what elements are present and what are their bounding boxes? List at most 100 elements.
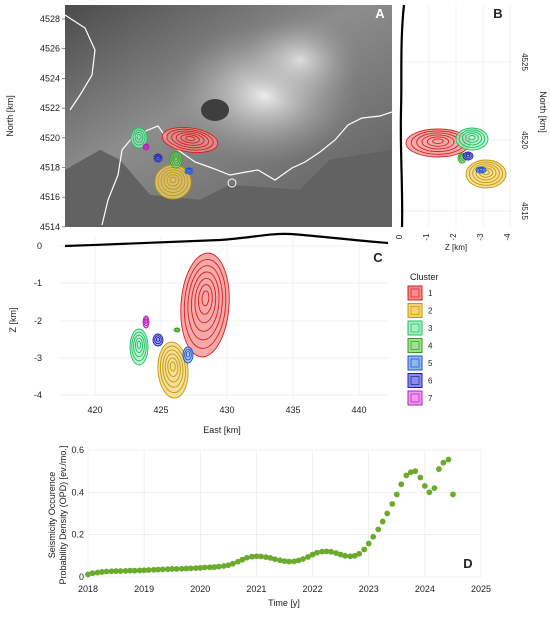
cluster-contours-side (405, 127, 507, 189)
panel-c-letter: C (373, 250, 383, 265)
legend-swatch-1 (407, 285, 423, 301)
opd-point (351, 552, 358, 559)
cluster-2-side-ring-4 (475, 165, 497, 181)
cluster-2-section-ring-3 (162, 349, 184, 388)
panel-b-topography (399, 4, 406, 228)
opd-point (183, 565, 190, 572)
opd-point (159, 566, 166, 573)
panel-b-background (398, 5, 512, 227)
volcano-summit-secondary (240, 15, 360, 105)
opd-points (85, 456, 456, 578)
opd-point (108, 568, 115, 575)
panel-a-ylabel: North [km] (5, 95, 15, 137)
opd-point (117, 568, 124, 574)
panel-c-ytick-label: -3 (34, 353, 42, 363)
cluster-2-map-ring-3 (160, 169, 186, 193)
cluster-7-section-ring-3 (144, 318, 148, 324)
legend-label-5: 5 (428, 359, 433, 368)
cluster-6-section-ring-2 (154, 335, 162, 345)
panel-a-ytick-label: 4514 (40, 222, 60, 232)
legend-items: 1 2 3 4 5 6 7 (407, 285, 433, 406)
legend-swatch-inner-5 (410, 358, 420, 368)
cluster-2-section-ring-5 (167, 357, 179, 377)
opd-point (113, 568, 119, 574)
opd-point (85, 571, 91, 578)
cluster-4-section-ring-2 (175, 328, 179, 332)
panel-d-xlabel: Time [y] (268, 598, 300, 608)
panel-c: C 420 425 430 435 440 0 -1 -2 -3 -4 East [km] Z [… (8, 232, 389, 435)
panel-d-ylabel-line2: Probability Density (OPD) [ev./mo.] (58, 446, 68, 585)
opd-point (323, 548, 330, 555)
panel-c-xtick-label: 440 (351, 405, 366, 415)
panel-b-xtick-label: -2 (449, 233, 458, 241)
cluster-6-side-ring-3 (465, 153, 471, 158)
opd-point (379, 518, 386, 525)
cluster-1-map-ring-2 (166, 128, 214, 151)
panel-b-ytick-label: 4525 (520, 53, 529, 71)
opd-point (435, 466, 442, 472)
legend-swatch-4 (407, 338, 423, 353)
cluster-1-section-ring-2 (183, 258, 227, 349)
panel-b-xtick-label: 0 (395, 234, 404, 239)
panel-a: A 4528 4526 4524 4522 4520 4518 4516 4514 North… (5, 5, 392, 232)
opd-point (421, 483, 428, 489)
legend-label-3: 3 (428, 324, 433, 333)
cluster-3-section-ring-5 (136, 340, 142, 349)
opd-point (431, 485, 438, 491)
cluster-contours-map (130, 127, 219, 200)
panel-b-ylabel: North [km] (538, 91, 548, 133)
panel-c-ticks: 420 425 430 435 440 0 -1 -2 -3 -4 (34, 241, 367, 415)
legend-swatch-inner-1 (410, 288, 420, 298)
opd-point (407, 469, 414, 476)
panel-b-xtick-label: -4 (503, 233, 512, 241)
cluster-1-section-ring-4 (190, 271, 220, 332)
panel-b-letter: B (493, 6, 502, 21)
opd-point (249, 553, 255, 560)
opd-point (211, 564, 218, 570)
panel-b-ytick-label: 4520 (520, 131, 529, 149)
opd-point (370, 533, 377, 540)
opd-point (215, 563, 222, 570)
panel-d-ytick-label: 0.2 (71, 530, 84, 540)
opd-point (127, 567, 134, 574)
cluster-1-map-ring-3 (171, 130, 210, 149)
opd-point (94, 569, 101, 576)
cluster-legend: Cluster 1 2 3 4 5 6 7 (407, 272, 439, 406)
cluster-1-map-ring-4 (175, 132, 205, 146)
opd-point (192, 565, 199, 572)
opd-point (258, 553, 264, 560)
panel-a-ytick-label: 4520 (40, 133, 60, 143)
opd-point (403, 472, 410, 479)
panel-a-ytick-label: 4516 (40, 192, 60, 202)
panel-a-ytick-label: 4522 (40, 103, 60, 113)
cluster-3-map-ring-2 (132, 129, 146, 146)
panel-d-ytick-label: 0.4 (71, 487, 84, 497)
cluster-2-map-ring-4 (163, 171, 183, 190)
opd-point (235, 558, 241, 565)
panel-b-xtick-label: -3 (476, 233, 485, 241)
opd-point (389, 501, 396, 507)
opd-point (89, 570, 96, 577)
cluster-3-side-ring-4 (465, 133, 479, 143)
panel-d-xtick-label: 2023 (359, 584, 379, 594)
panel-d-xtick-label: 2021 (246, 584, 266, 594)
legend-label-4: 4 (428, 342, 433, 351)
cluster-6-side-ring-2 (464, 152, 472, 159)
crater (201, 99, 229, 121)
legend-swatch-5 (407, 355, 423, 371)
opd-point (412, 468, 419, 475)
opd-point (365, 540, 372, 547)
opd-point (272, 556, 278, 563)
cluster-4-map-ring-3 (172, 154, 180, 164)
opd-point (229, 560, 236, 567)
opd-point (445, 456, 452, 463)
legend-swatch-inner-2 (410, 306, 420, 315)
opd-point (291, 558, 297, 565)
panel-c-ytick-label: 0 (37, 241, 42, 251)
panel-b-ticks: 0 -1 -2 -3 -4 4525 4520 4515 (395, 53, 529, 240)
cluster-4-map-ring-4 (174, 156, 178, 162)
opd-point (426, 489, 433, 496)
opd-point (398, 481, 405, 488)
panel-b-xtick-label: -1 (422, 233, 431, 241)
